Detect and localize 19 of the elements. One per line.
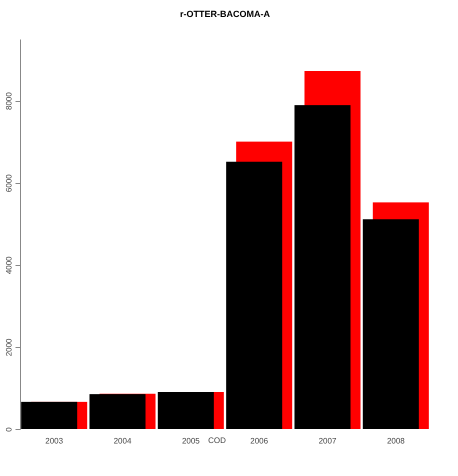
y-tick-label: 8000	[4, 92, 14, 110]
x-tick-label: 2007	[318, 436, 337, 446]
x-tick-label: 2003	[45, 436, 64, 446]
y-tick-label: 4000	[4, 256, 14, 274]
bar	[362, 219, 419, 429]
text: COD	[208, 436, 226, 445]
y-tick-label: 0	[4, 426, 14, 432]
bar	[89, 394, 146, 429]
x-tick-label: 2005	[182, 436, 200, 446]
x-tick-label: 2004	[114, 436, 132, 446]
bar	[158, 392, 214, 429]
bar	[294, 105, 351, 429]
chart-title: r-OTTER-BACOMA-A	[180, 9, 270, 19]
x-tick-label: 2006	[250, 436, 269, 446]
bar	[21, 402, 78, 429]
y-tick-label: 2000	[4, 338, 14, 356]
x-tick-label: 2008	[386, 436, 406, 446]
y-tick-label: 6000	[4, 174, 14, 192]
bar	[226, 162, 282, 429]
